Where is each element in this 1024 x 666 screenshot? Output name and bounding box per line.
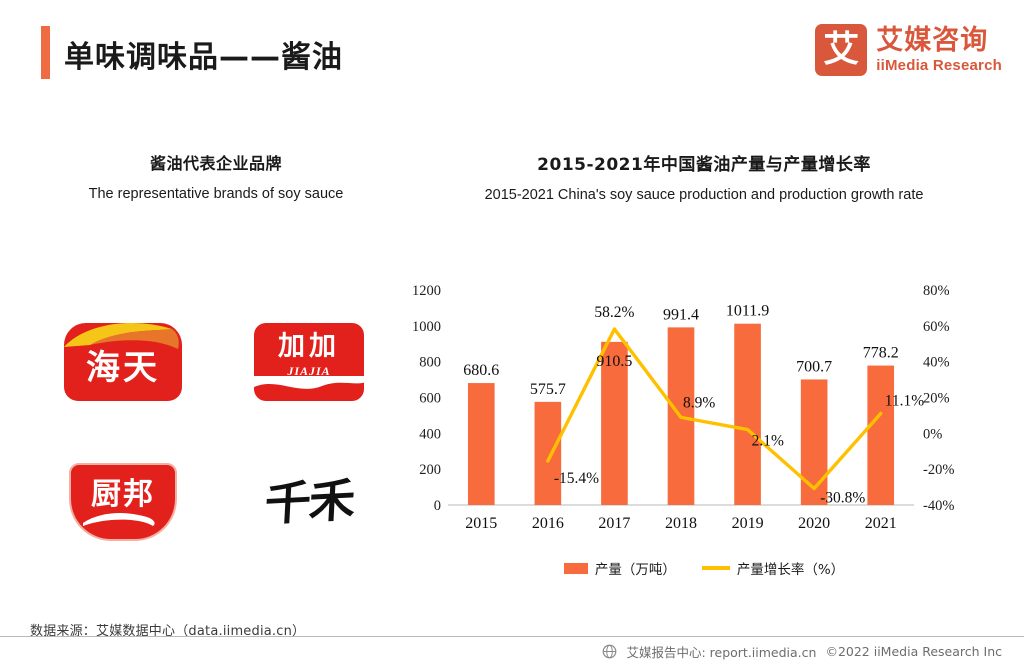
legend-bar-swatch-icon: [563, 562, 588, 574]
svg-text:400: 400: [419, 426, 441, 442]
chart-title-cn: 2015-2021年中国酱油产量与产量增长率: [537, 155, 871, 175]
iimedia-logo: 艾 艾媒咨询 iiMedia Research: [815, 24, 1002, 76]
brands-section: 酱油代表企业品牌 The representative brands of so…: [30, 150, 402, 550]
chart-title-en: 2015-2021 China's soy sauce production a…: [484, 187, 924, 203]
svg-text:600: 600: [419, 391, 441, 407]
bar-2019: [734, 323, 761, 505]
brands-title-en: The representative brands of soy sauce: [88, 186, 344, 202]
legend-label-production: 产量（万吨）: [594, 562, 676, 578]
svg-text:200: 200: [419, 462, 441, 478]
legend-label-growth-rate: 产量增长率（%）: [736, 562, 845, 578]
growth-rate-line: [546, 327, 883, 491]
chart-plot-area: 0 200 400 600 800 1000 1200 -40% -20% 0% 20% 40% 60…: [404, 280, 1004, 530]
haitian-swoosh-icon: [64, 323, 179, 349]
y-axis-left-ticks: 0 200 400 600 800 1000 1200: [412, 283, 441, 514]
brand-logo-qianhe: 千禾: [224, 442, 394, 562]
bar-value-labels: 680.6 575.7 910.5 991.4 1011.9 700.7 778.2: [463, 303, 898, 398]
footer-copyright: ©2022 iiMedia Research Inc: [825, 644, 1002, 659]
svg-text:-40%: -40%: [923, 498, 954, 514]
bar-2021: [867, 365, 895, 505]
iimedia-logo-glyph: 艾: [823, 29, 860, 70]
brands-title-cn: 酱油代表企业品牌: [149, 154, 282, 173]
bar-label-2020: 700.7: [796, 358, 832, 375]
legend-line-swatch-icon: [701, 566, 730, 570]
bar-label-2021: 778.2: [863, 345, 899, 362]
line-label-2020: -30.8%: [820, 490, 865, 507]
bar-label-2017: 910.5: [596, 353, 632, 370]
jiajia-wave-icon: [254, 376, 364, 389]
bar-label-2018: 991.4: [663, 306, 699, 323]
x-label-2021: 2021: [865, 515, 897, 530]
x-axis-category-labels: 2015 2016 2017 2018 2019 2020 2021: [465, 515, 896, 530]
chart-legend: 产量（万吨） 产量增长率（%）: [404, 558, 1004, 578]
chubang-swash-icon: [83, 513, 155, 526]
brand-logo-haitian: 海天: [38, 302, 208, 422]
svg-text:0: 0: [434, 498, 441, 514]
jiajia-label-en: JIAJIA: [287, 364, 331, 378]
production-growth-combo-chart: 0 200 400 600 800 1000 1200 -40% -20% 0% 20% 40% 60…: [412, 283, 954, 530]
iimedia-name-cn: 艾媒咨询: [876, 25, 989, 56]
iimedia-logo-text: 艾媒咨询 iiMedia Research: [876, 27, 1002, 73]
svg-text:40%: 40%: [923, 355, 950, 371]
legend-item-production: 产量（万吨）: [563, 558, 676, 578]
page-header: 单味调味品——酱油 艾 艾媒咨询 iiMedia Research: [0, 0, 1024, 104]
jiajia-label-cn: 加加: [278, 331, 340, 362]
svg-text:20%: 20%: [923, 391, 950, 407]
line-label-2018: 8.9%: [683, 394, 715, 411]
svg-text:-20%: -20%: [923, 462, 954, 478]
bar-2017: [601, 341, 628, 505]
footer-bar: 艾媒报告中心: report.iimedia.cn ©2022 iiMedia …: [0, 636, 1024, 666]
bar-label-2019: 1011.9: [726, 303, 769, 320]
title-accent-bar: [41, 26, 50, 79]
x-label-2017: 2017: [598, 515, 630, 530]
brand-logo-jiajia: 加加 JIAJIA: [224, 302, 394, 422]
line-label-2016: -15.4%: [554, 470, 599, 487]
svg-text:1000: 1000: [412, 319, 441, 335]
chart-section: 2015-2021年中国酱油产量与产量增长率 2015-2021 China's…: [404, 150, 1004, 590]
line-label-2021: 11.1%: [885, 392, 925, 409]
data-source-note: 数据来源：艾媒数据中心（data.iimedia.cn）: [30, 624, 306, 639]
globe-icon: [603, 644, 617, 659]
brand-logo-chubang: 厨邦: [38, 442, 208, 562]
iimedia-name-en: iiMedia Research: [876, 57, 1002, 74]
x-label-2016: 2016: [532, 515, 564, 530]
haitian-label: 海天: [86, 348, 160, 388]
svg-text:60%: 60%: [923, 319, 950, 335]
bar-2016: [534, 401, 562, 505]
y-axis-right-ticks: -40% -20% 0% 20% 40% 60% 80%: [923, 283, 954, 514]
jiajia-badge-icon: 加加 JIAJIA: [254, 323, 364, 401]
svg-text:800: 800: [419, 355, 441, 371]
line-label-2017: 58.2%: [594, 304, 634, 321]
footer-report-center: 艾媒报告中心: report.iimedia.cn: [626, 645, 817, 660]
bar-series: [467, 323, 895, 505]
brand-logo-grid: 海天 加加 JIAJIA 厨邦 千禾: [30, 292, 402, 572]
x-label-2019: 2019: [732, 515, 764, 530]
iimedia-logo-mark-icon: 艾: [815, 24, 868, 76]
chubang-label: 厨邦: [91, 477, 155, 512]
page-title: 单味调味品——酱油: [64, 40, 343, 75]
legend-item-growth-rate: 产量增长率（%）: [701, 558, 845, 578]
bar-label-2015: 680.6: [463, 362, 499, 379]
svg-text:0%: 0%: [923, 426, 942, 442]
chubang-badge-icon: 厨邦: [69, 463, 177, 541]
svg-text:80%: 80%: [923, 283, 950, 299]
x-label-2018: 2018: [665, 515, 697, 530]
bar-2015: [467, 383, 495, 505]
qianhe-label: 千禾: [263, 472, 355, 532]
line-value-labels: -15.4% 58.2% 8.9% 2.1% -30.8% 11.1%: [554, 304, 924, 506]
x-label-2015: 2015: [465, 515, 497, 530]
x-label-2020: 2020: [798, 515, 830, 530]
bar-2020: [800, 379, 828, 505]
svg-text:1200: 1200: [412, 283, 441, 299]
haitian-badge-icon: 海天: [64, 323, 182, 401]
bar-label-2016: 575.7: [530, 381, 566, 398]
line-label-2019: 2.1%: [752, 433, 784, 450]
